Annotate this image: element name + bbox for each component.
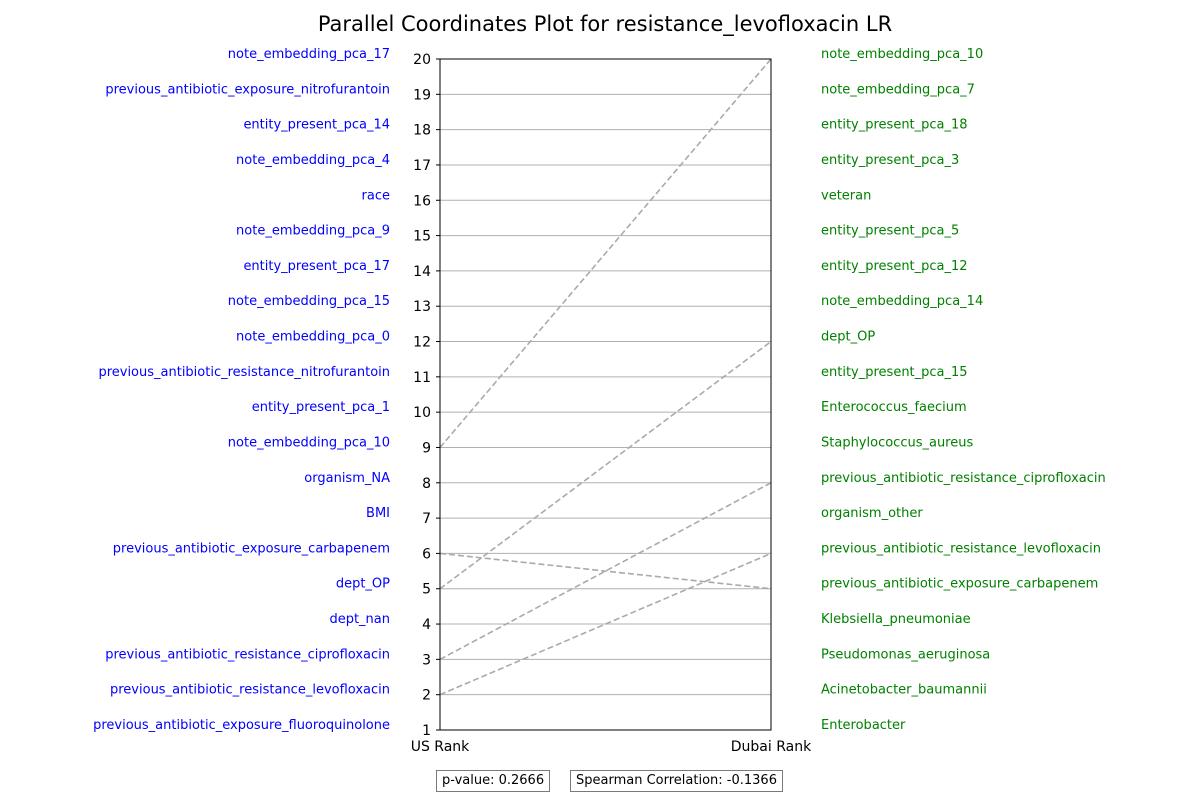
us-feature-label: dept_nan [329,612,390,627]
dubai-feature-label: veteran [821,188,871,203]
dubai-feature-label: previous_antibiotic_resistance_ciproflox… [821,471,1106,486]
dubai-feature-label: Enterococcus_faecium [821,400,967,415]
us-feature-label: previous_antibiotic_exposure_carbapenem [113,541,390,556]
y-tick-label: 11 [413,370,431,386]
us-feature-label: entity_present_pca_14 [243,118,390,133]
connection-lines [439,58,772,696]
dubai-feature-label: entity_present_pca_12 [821,259,968,274]
us-feature-label: entity_present_pca_17 [243,259,390,274]
us-feature-label: race [362,188,390,203]
dubai-feature-label: entity_present_pca_15 [821,365,968,380]
y-tick-label: 9 [422,440,431,456]
connection-line [439,552,772,696]
dubai-feature-label: entity_present_pca_3 [821,153,959,168]
dubai-feature-label: note_embedding_pca_10 [821,47,983,62]
y-tick-label: 20 [413,52,431,68]
us-feature-label: note_embedding_pca_0 [236,330,390,345]
dubai-feature-label: Staphylococcus_aureus [821,435,973,450]
p-value-box: p-value: 0.2666 [436,770,551,792]
us-feature-label: note_embedding_pca_15 [228,294,390,309]
dubai-feature-label: organism_other [821,506,923,521]
y-tick-label: 15 [413,229,431,245]
us-feature-label: note_embedding_pca_17 [228,47,390,62]
plot-frame [439,58,772,731]
y-tick-label: 3 [422,652,431,668]
dubai-feature-label: note_embedding_pca_14 [821,294,983,309]
dubai-feature-label: entity_present_pca_5 [821,224,959,239]
dubai-feature-label: Acinetobacter_baumannii [821,683,987,698]
us-feature-labels: note_embedding_pca_17 previous_antibiotic… [93,47,390,733]
us-feature-label: previous_antibiotic_resistance_nitrofura… [98,365,390,380]
axis-label-dubai-rank: Dubai Rank [731,739,812,755]
dubai-feature-labels: note_embedding_pca_10 note_embedding_pca_… [821,47,1106,733]
us-feature-label: previous_antibiotic_resistance_ciproflox… [105,647,390,662]
y-tick-label: 18 [413,123,431,139]
chart-title: Parallel Coordinates Plot for resistance… [318,12,892,37]
y-tick-label: 10 [413,405,431,421]
dubai-feature-label: Pseudomonas_aeruginosa [821,647,990,662]
axis-label-us-rank: US Rank [411,739,470,755]
us-feature-label: note_embedding_pca_9 [236,224,390,239]
y-tick-label: 16 [413,193,431,209]
dubai-feature-label: note_embedding_pca_7 [821,82,975,97]
dubai-feature-label: dept_OP [821,330,875,345]
us-feature-label: previous_antibiotic_exposure_fluoroquino… [93,718,390,733]
us-feature-label: note_embedding_pca_10 [228,435,390,450]
us-feature-label: dept_OP [336,577,390,592]
spearman-correlation-box: Spearman Correlation: -0.1366 [570,770,783,792]
us-feature-label: BMI [366,506,390,521]
us-feature-label: entity_present_pca_1 [252,400,390,415]
dubai-feature-label: previous_antibiotic_exposure_carbapenem [821,577,1098,592]
connection-line [439,58,772,448]
y-tick-label: 8 [422,476,431,492]
dubai-feature-label: Enterobacter [821,718,906,733]
connection-line [439,552,772,590]
us-feature-label: organism_NA [304,471,390,486]
y-tick-label: 19 [413,87,431,103]
y-tick-label: 6 [422,546,431,562]
us-feature-label: note_embedding_pca_4 [236,153,390,168]
y-tick-label: 1 [422,723,431,739]
y-tick-label: 12 [413,335,431,351]
dubai-feature-label: previous_antibiotic_resistance_levofloxa… [821,541,1101,556]
dubai-feature-label: entity_present_pca_18 [821,118,968,133]
grid-lines [440,58,771,731]
connection-line [439,340,772,590]
y-tick-label: 2 [422,688,431,704]
y-tick-label: 7 [422,511,431,527]
us-feature-label: previous_antibiotic_exposure_nitrofurant… [105,82,390,97]
dubai-feature-label: Klebsiella_pneumoniae [821,612,971,627]
y-tick-label: 4 [422,617,431,633]
y-tick-label: 14 [413,264,431,280]
y-tick-label: 5 [422,582,431,598]
y-tick-label: 17 [413,158,431,174]
us-feature-label: previous_antibiotic_resistance_levofloxa… [110,683,390,698]
y-tick-label: 13 [413,299,431,315]
